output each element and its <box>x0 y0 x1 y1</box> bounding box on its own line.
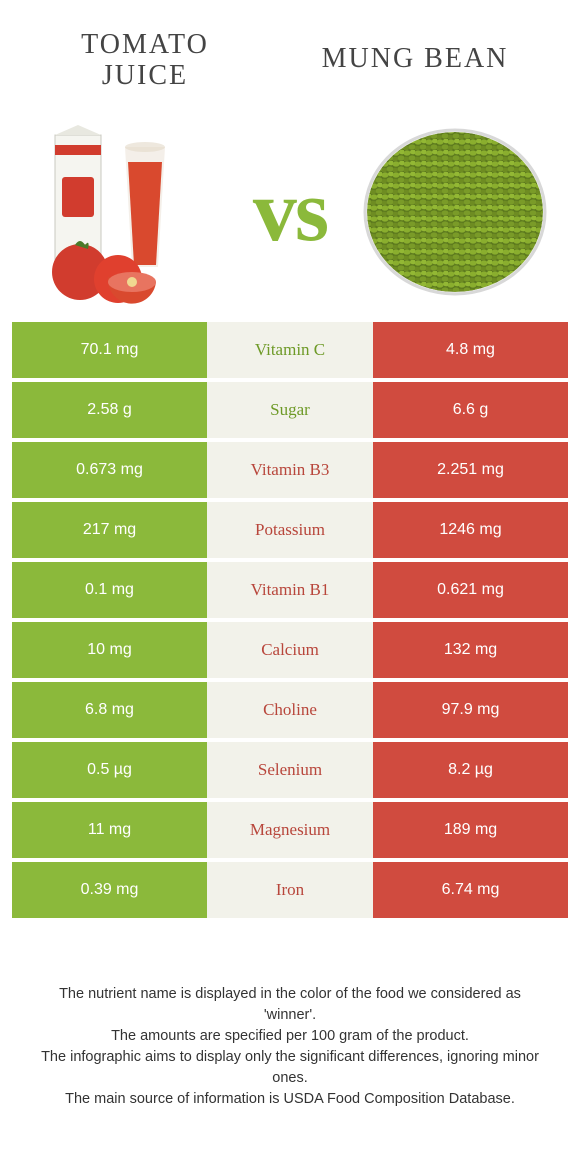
footer-line: The amounts are specified per 100 gram o… <box>40 1026 540 1047</box>
right-value: 132 mg <box>373 622 568 678</box>
left-value: 0.673 mg <box>12 442 207 498</box>
left-food-title: Tomato juice <box>55 30 235 92</box>
left-value: 10 mg <box>12 622 207 678</box>
footer-line: The nutrient name is displayed in the co… <box>40 984 540 1026</box>
table-row: 217 mgPotassium1246 mg <box>12 502 568 558</box>
left-value: 0.39 mg <box>12 862 207 918</box>
nutrient-label: Vitamin B1 <box>207 562 373 618</box>
nutrient-label: Magnesium <box>207 802 373 858</box>
header: Tomato juice Mung bean <box>0 0 580 102</box>
right-food-title: Mung bean <box>305 30 525 92</box>
table-row: 6.8 mgCholine97.9 mg <box>12 682 568 738</box>
left-value: 2.58 g <box>12 382 207 438</box>
right-value: 2.251 mg <box>373 442 568 498</box>
table-row: 0.5 µgSelenium8.2 µg <box>12 742 568 798</box>
left-value: 217 mg <box>12 502 207 558</box>
comparison-table: 70.1 mgVitamin C4.8 mg2.58 gSugar6.6 g0.… <box>0 322 580 918</box>
nutrient-label: Sugar <box>207 382 373 438</box>
mung-bean-image <box>360 117 550 307</box>
images-row: vs <box>0 102 580 322</box>
nutrient-label: Vitamin B3 <box>207 442 373 498</box>
right-value: 1246 mg <box>373 502 568 558</box>
table-row: 70.1 mgVitamin C4.8 mg <box>12 322 568 378</box>
right-value: 189 mg <box>373 802 568 858</box>
table-row: 0.673 mgVitamin B32.251 mg <box>12 442 568 498</box>
nutrient-label: Potassium <box>207 502 373 558</box>
left-value: 6.8 mg <box>12 682 207 738</box>
left-value: 0.5 µg <box>12 742 207 798</box>
footer-line: The main source of information is USDA F… <box>40 1089 540 1110</box>
table-row: 10 mgCalcium132 mg <box>12 622 568 678</box>
table-row: 0.39 mgIron6.74 mg <box>12 862 568 918</box>
nutrient-label: Iron <box>207 862 373 918</box>
right-value: 8.2 µg <box>373 742 568 798</box>
right-value: 6.6 g <box>373 382 568 438</box>
left-value: 11 mg <box>12 802 207 858</box>
table-row: 2.58 gSugar6.6 g <box>12 382 568 438</box>
left-value: 0.1 mg <box>12 562 207 618</box>
right-value: 0.621 mg <box>373 562 568 618</box>
tomato-juice-image <box>30 117 220 307</box>
nutrient-label: Selenium <box>207 742 373 798</box>
vs-label: vs <box>253 161 327 262</box>
mung-bean-icon <box>360 117 550 307</box>
tomato-juice-icon <box>30 117 220 307</box>
footer-notes: The nutrient name is displayed in the co… <box>0 922 580 1110</box>
right-value: 97.9 mg <box>373 682 568 738</box>
nutrient-label: Calcium <box>207 622 373 678</box>
footer-line: The infographic aims to display only the… <box>40 1047 540 1089</box>
table-row: 11 mgMagnesium189 mg <box>12 802 568 858</box>
nutrient-label: Choline <box>207 682 373 738</box>
left-value: 70.1 mg <box>12 322 207 378</box>
right-value: 4.8 mg <box>373 322 568 378</box>
table-row: 0.1 mgVitamin B10.621 mg <box>12 562 568 618</box>
nutrient-label: Vitamin C <box>207 322 373 378</box>
right-value: 6.74 mg <box>373 862 568 918</box>
